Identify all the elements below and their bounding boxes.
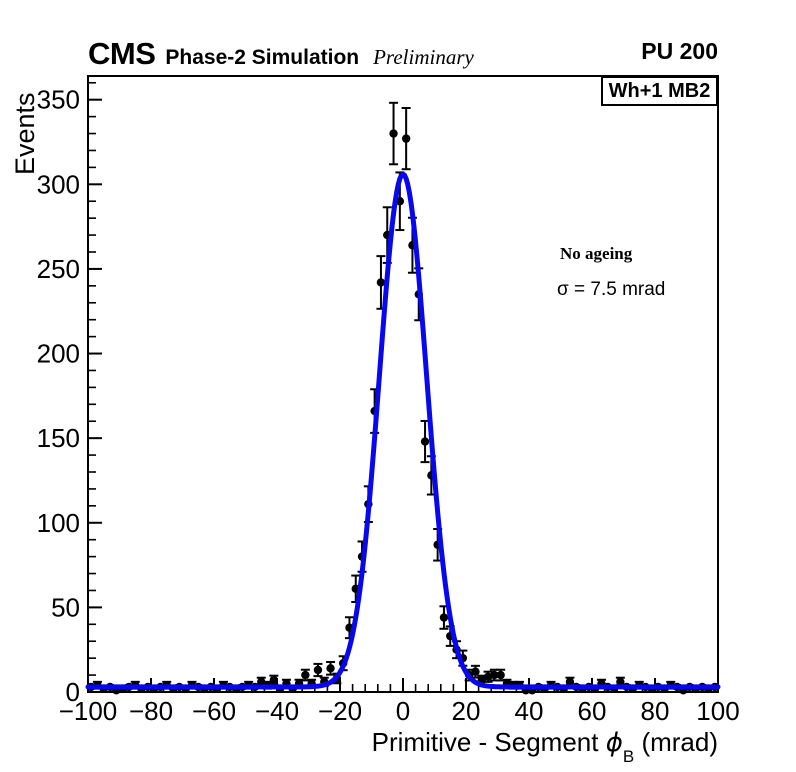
svg-text:250: 250 bbox=[37, 254, 80, 284]
x-axis-title-text: Primitive - Segment bbox=[371, 727, 606, 757]
x-axis-title-unit: (mrad) bbox=[634, 727, 718, 757]
pileup-label: PU 200 bbox=[641, 38, 718, 64]
x-axis-title: Primitive - Segment ϕB (mrad) bbox=[371, 727, 718, 765]
svg-text:300: 300 bbox=[37, 169, 80, 199]
svg-text:60: 60 bbox=[578, 696, 607, 726]
svg-text:−20: −20 bbox=[318, 696, 362, 726]
svg-text:20: 20 bbox=[452, 696, 481, 726]
svg-text:200: 200 bbox=[37, 339, 80, 369]
svg-text:−80: −80 bbox=[129, 696, 173, 726]
svg-text:100: 100 bbox=[37, 508, 80, 538]
svg-text:150: 150 bbox=[37, 423, 80, 453]
svg-text:50: 50 bbox=[51, 592, 80, 622]
wheel-station-label: Wh+1 MB2 bbox=[608, 79, 711, 102]
cms-logo-text: CMS bbox=[88, 36, 156, 71]
svg-text:−40: −40 bbox=[255, 696, 299, 726]
svg-text:350: 350 bbox=[37, 85, 80, 115]
phi-symbol: ϕ bbox=[605, 728, 623, 758]
svg-text:40: 40 bbox=[515, 696, 544, 726]
svg-text:−60: −60 bbox=[192, 696, 236, 726]
svg-text:80: 80 bbox=[641, 696, 670, 726]
phi-subscript: B bbox=[622, 747, 635, 767]
svg-text:0: 0 bbox=[66, 677, 80, 707]
ageing-annotation: No ageing bbox=[560, 244, 633, 263]
svg-text:0: 0 bbox=[396, 696, 410, 726]
svg-text:−100: −100 bbox=[59, 696, 118, 726]
sigma-annotation: σ = 7.5 mrad bbox=[557, 279, 666, 300]
svg-text:100: 100 bbox=[696, 696, 739, 726]
header-left: CMS Phase-2 Simulation Preliminary bbox=[88, 36, 474, 72]
phase2-simulation-label: Phase-2 Simulation bbox=[165, 46, 360, 69]
preliminary-label: Preliminary bbox=[373, 45, 474, 69]
